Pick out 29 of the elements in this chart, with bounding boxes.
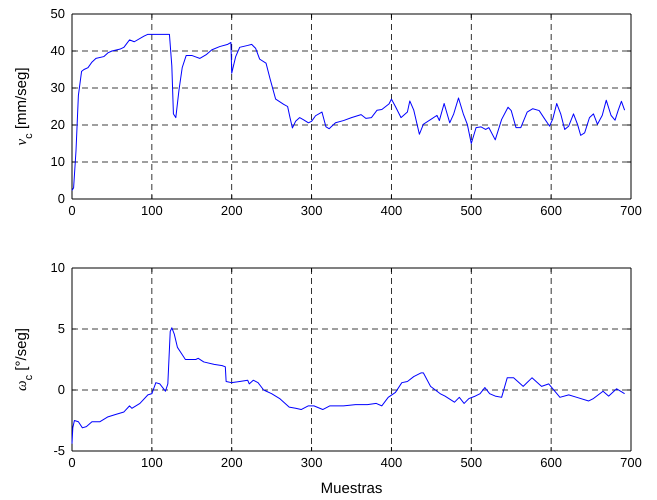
- x-tick-label: 100: [141, 455, 163, 470]
- x-tick-label: 200: [220, 203, 243, 218]
- x-tick-label: 700: [620, 455, 642, 470]
- x-tick-label: 400: [380, 455, 402, 470]
- y-tick-label: 5: [58, 321, 65, 336]
- y-tick-label: 30: [50, 80, 65, 96]
- x-tick-label: 200: [220, 455, 243, 470]
- x-tick-label: 100: [141, 203, 163, 218]
- x-tick-label: 300: [300, 455, 322, 470]
- y-tick-label: 0: [58, 191, 65, 206]
- line-series: [72, 327, 626, 444]
- x-tick-label: 500: [460, 455, 482, 470]
- y-tick-label: 0: [58, 382, 65, 398]
- x-tick-label: 0: [68, 455, 76, 470]
- line-series: [72, 34, 626, 191]
- y-tick-label: 50: [50, 6, 65, 22]
- y-tick-label: 10: [50, 154, 65, 170]
- x-tick-label: 500: [460, 203, 482, 218]
- x-tick-label: 300: [300, 203, 322, 218]
- x-axis-title: Muestras: [320, 480, 382, 497]
- y-tick-label: 20: [50, 117, 65, 132]
- x-tick-label: 700: [620, 203, 642, 218]
- x-tick-label: 600: [540, 455, 562, 470]
- y-tick-label: -5: [53, 443, 65, 458]
- x-tick-label: 0: [68, 203, 76, 218]
- y-tick-label: 40: [50, 43, 65, 58]
- x-tick-label: 600: [540, 203, 562, 218]
- y-tick-label: 10: [50, 260, 65, 276]
- x-tick-label: 400: [380, 203, 402, 218]
